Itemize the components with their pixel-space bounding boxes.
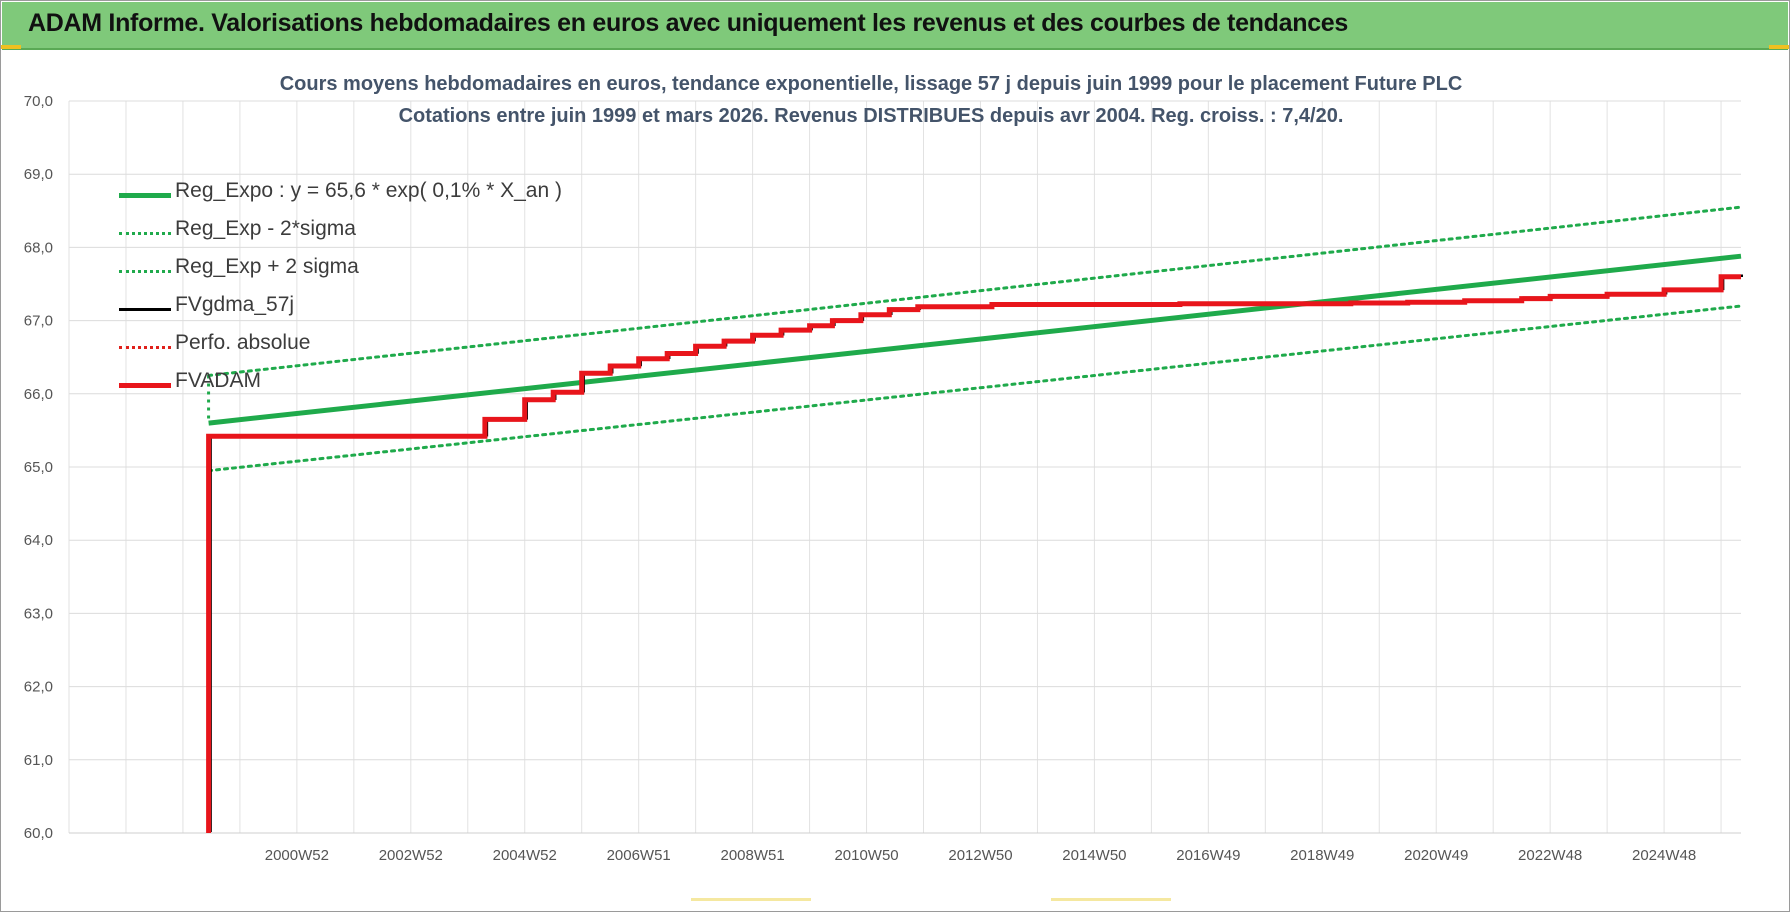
y-tick-label: 69,0 xyxy=(24,166,53,183)
y-tick-label: 62,0 xyxy=(24,679,53,696)
chart-title: Cours moyens hebdomadaires en euros, ten… xyxy=(279,73,1463,95)
legend-swatch xyxy=(119,193,171,198)
y-tick-label: 61,0 xyxy=(24,752,53,769)
legend-label: Reg_Expo : y = 65,6 * exp( 0,1% * X_an ) xyxy=(175,179,562,202)
series-reg-expo xyxy=(208,253,1742,426)
legend-label: Reg_Exp - 2*sigma xyxy=(175,217,356,240)
chart-plot: 60,0 61,0 62,0 63,0 64,0 65,0 66,0 67,0 68,0 69,0… xyxy=(24,93,1743,864)
page-title: ADAM Informe. Valorisations hebdomadaire… xyxy=(28,9,1349,37)
x-tick-label: 2024W48 xyxy=(1632,847,1696,864)
y-tick-label: 63,0 xyxy=(24,605,53,622)
legend-swatch xyxy=(119,383,171,388)
x-tick-label: 2014W50 xyxy=(1062,847,1126,864)
series-layer xyxy=(206,205,1743,833)
corner-marker-left xyxy=(1,45,21,49)
legend-label: FVADAM xyxy=(175,369,261,392)
y-tick-label: 68,0 xyxy=(24,239,53,256)
y-tick-label: 65,0 xyxy=(24,459,53,476)
series-fvgdma-57j xyxy=(209,274,1743,832)
y-tick-label: 60,0 xyxy=(24,825,53,842)
x-tick-label: 2002W52 xyxy=(379,847,443,864)
grid-layer xyxy=(68,100,1741,834)
legend-swatch xyxy=(119,270,171,273)
legend-swatch xyxy=(119,308,171,311)
series-fvadam xyxy=(206,274,1741,833)
bottom-accent-2 xyxy=(1051,898,1171,901)
x-tick-label: 2022W48 xyxy=(1518,847,1582,864)
legend-swatch xyxy=(119,232,171,235)
axis-layer: 60,0 61,0 62,0 63,0 64,0 65,0 66,0 67,0 68,0 69,0… xyxy=(24,93,1741,864)
y-tick-label: 70,0 xyxy=(24,93,53,110)
x-tick-label: 2000W52 xyxy=(265,847,329,864)
series-reg-exp-minus-2sigma xyxy=(207,304,1743,473)
x-tick-label: 2016W49 xyxy=(1176,847,1240,864)
x-tick-label: 2010W50 xyxy=(834,847,898,864)
legend-swatch xyxy=(119,346,171,349)
x-tick-label: 2020W49 xyxy=(1404,847,1468,864)
y-tick-label: 67,0 xyxy=(24,313,53,330)
y-tick-label: 64,0 xyxy=(24,532,53,549)
y-tick-label: 66,0 xyxy=(24,386,53,403)
legend-label: Perfo. absolue xyxy=(175,331,311,354)
bottom-accent-1 xyxy=(691,898,811,901)
x-tick-label: 2008W51 xyxy=(721,847,785,864)
x-tick-label: 2006W51 xyxy=(607,847,671,864)
x-tick-label: 2018W49 xyxy=(1290,847,1354,864)
legend-label: Reg_Exp + 2 sigma xyxy=(175,255,359,278)
x-tick-label: 2012W50 xyxy=(948,847,1012,864)
corner-marker-right xyxy=(1769,45,1789,49)
chart-subtitle: Cotations entre juin 1999 et mars 2026. … xyxy=(398,105,1344,127)
series-reg-exp-plus-2sigma xyxy=(207,205,1743,377)
x-tick-label: 2004W52 xyxy=(493,847,557,864)
legend-label: FVgdma_57j xyxy=(175,293,295,316)
header-bar: ADAM Informe. Valorisations hebdomadaire… xyxy=(2,2,1788,50)
